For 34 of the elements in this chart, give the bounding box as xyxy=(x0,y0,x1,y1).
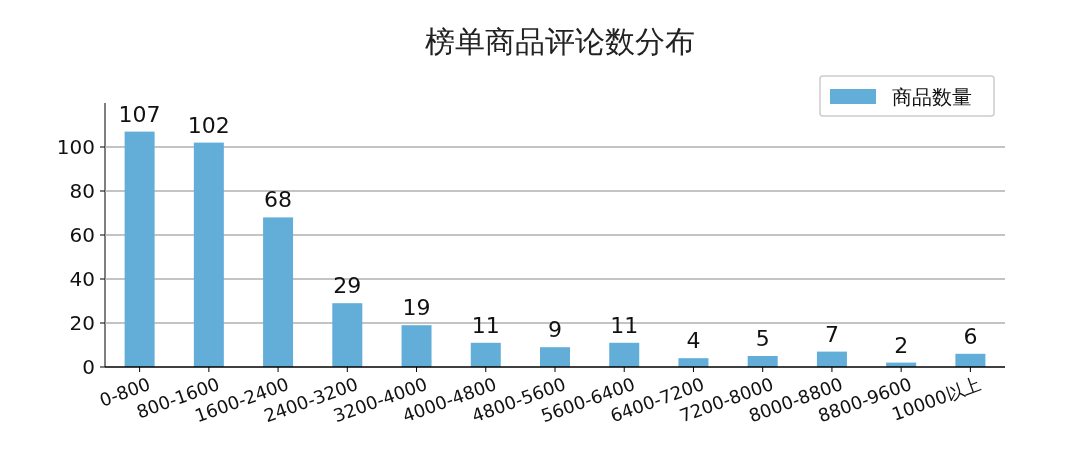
bar xyxy=(609,342,640,367)
y-tick-label: 40 xyxy=(69,267,95,291)
chart-title: 榜单商品评论数分布 xyxy=(425,24,695,59)
bar xyxy=(332,303,363,367)
data-label: 6 xyxy=(963,323,978,349)
data-label: 2 xyxy=(894,332,909,358)
data-label: 4 xyxy=(686,328,701,354)
data-label: 29 xyxy=(333,273,362,299)
legend: 商品数量 xyxy=(819,75,995,117)
bar xyxy=(816,351,847,367)
bar xyxy=(747,356,778,367)
data-label: 11 xyxy=(610,312,639,338)
y-tick-label: 60 xyxy=(69,223,95,247)
bar xyxy=(401,325,432,367)
data-label: 68 xyxy=(264,187,293,213)
data-label: 11 xyxy=(471,312,500,338)
bar xyxy=(540,347,570,367)
y-tick-label: 20 xyxy=(69,311,95,335)
data-label: 5 xyxy=(755,326,770,351)
data-label: 107 xyxy=(118,101,161,127)
y-tick-label: 0 xyxy=(82,355,95,379)
bar xyxy=(470,342,501,367)
data-label: 9 xyxy=(548,317,562,343)
legend-label: 商品数量 xyxy=(892,85,972,109)
bar xyxy=(124,131,155,367)
y-tick-label: 80 xyxy=(69,179,95,203)
bar xyxy=(678,358,709,367)
data-label: 19 xyxy=(402,295,431,321)
bar xyxy=(955,353,986,367)
data-label: 7 xyxy=(824,321,839,347)
bar xyxy=(193,142,224,367)
data-label: 102 xyxy=(187,112,230,138)
bar xyxy=(263,217,294,367)
y-tick-label: 100 xyxy=(56,135,95,159)
